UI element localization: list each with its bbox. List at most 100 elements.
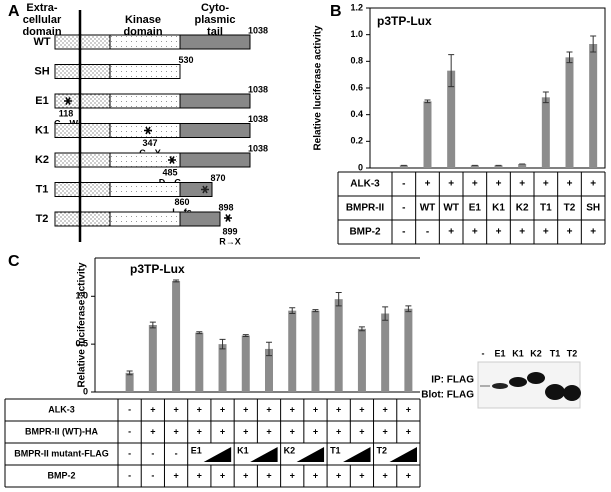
construct-length: 1038: [248, 114, 268, 124]
table-cell: +: [383, 470, 388, 480]
error-bar: [312, 309, 319, 313]
y-tick-label: 0.8: [350, 56, 363, 66]
cytoplasmic-tail: [179, 123, 251, 138]
group-label: K2: [284, 445, 296, 455]
table-cell: -: [128, 426, 131, 436]
y-tick-label: 0.2: [350, 136, 363, 146]
table-cell: +: [590, 227, 596, 238]
y-tick-label: 0: [83, 386, 88, 396]
bar: [518, 164, 527, 168]
construct-name: K2: [35, 154, 49, 166]
domain-header: domain: [22, 26, 61, 38]
chart-title: p3TP-Lux: [130, 262, 185, 276]
table-cell: +: [519, 227, 525, 238]
bar: [265, 348, 273, 392]
bar: [565, 57, 574, 169]
cytoplasmic-tail: [179, 34, 251, 50]
bar: [357, 328, 366, 392]
mutation-mark: [201, 185, 209, 194]
construct-length: 1038: [248, 143, 268, 153]
table-cell: +: [336, 426, 341, 436]
table-cell: +: [336, 404, 341, 414]
table-cell: -: [128, 404, 131, 414]
table-cell: T2: [564, 203, 576, 214]
error-bar: [149, 321, 156, 329]
table-cell: +: [567, 179, 573, 190]
error-bar: [405, 305, 412, 313]
table-cell: +: [220, 470, 225, 480]
y-tick-label: 0.5: [75, 339, 88, 349]
bar: [381, 313, 390, 392]
bar: [589, 44, 598, 168]
kinase-domain: [109, 182, 181, 197]
y-tick-label: 0: [358, 162, 363, 172]
table-cell: -: [128, 470, 131, 480]
bar: [311, 310, 320, 392]
table-cell: +: [496, 179, 502, 190]
dose-ramp: [250, 447, 278, 462]
bar: [334, 299, 343, 392]
table-cell: +: [383, 426, 388, 436]
table-cell: -: [402, 203, 405, 214]
construct-name: E1: [35, 95, 48, 107]
lane-label: -: [482, 348, 485, 358]
table-cell: +: [220, 426, 225, 436]
table-cell: +: [290, 470, 295, 480]
y-tick-label: 1.0: [75, 291, 88, 301]
y-tick-label: 0.6: [350, 82, 363, 92]
bar: [148, 325, 157, 392]
construct-length: 1038: [248, 84, 268, 94]
table-cell: +: [472, 227, 478, 238]
bar: [404, 308, 413, 392]
panel-label: B: [330, 3, 342, 20]
table-cell: +: [243, 404, 248, 414]
table-cell: +: [173, 404, 178, 414]
table-cell: +: [290, 426, 295, 436]
table-cell: +: [290, 404, 295, 414]
extracellular-domain: [54, 123, 111, 138]
table-cell: -: [128, 448, 131, 458]
lane-label: K2: [530, 348, 542, 358]
group-label: T2: [377, 445, 388, 455]
y-axis-label: Relative luciferase activity: [313, 25, 324, 151]
bar: [423, 101, 432, 168]
table-cell: +: [150, 404, 155, 414]
domain-header: Extra-: [26, 2, 58, 14]
error-bar: [448, 54, 455, 88]
table-cell: +: [197, 404, 202, 414]
table-cell: +: [266, 426, 271, 436]
table-cell: +: [543, 227, 549, 238]
lane-label: K1: [512, 348, 524, 358]
panel-label: C: [8, 253, 20, 270]
table-cell: +: [150, 426, 155, 436]
table-cell: +: [406, 470, 411, 480]
table-cell: -: [426, 227, 429, 238]
error-bar: [542, 91, 549, 104]
mutation-site: 485: [162, 167, 177, 177]
mutation-change: R→X: [219, 236, 241, 246]
group-label: K1: [237, 445, 249, 455]
table-cell: +: [313, 470, 318, 480]
kinase-domain: [109, 64, 181, 79]
table-cell: +: [425, 179, 431, 190]
construct-length: 530: [178, 55, 193, 65]
mutation-mark: [168, 156, 176, 164]
error-bar: [590, 35, 597, 53]
error-bar: [358, 326, 365, 332]
bar: [172, 280, 181, 392]
extracellular-domain: [54, 152, 111, 168]
extracellular-domain: [54, 34, 111, 50]
bar: [195, 332, 204, 392]
group-label: T1: [330, 445, 341, 455]
row-label: BMP-2: [47, 470, 75, 480]
group-label: E1: [191, 445, 202, 455]
table-cell: +: [197, 470, 202, 480]
error-bar: [424, 99, 431, 104]
bar: [218, 344, 227, 392]
construct-length: 1038: [248, 25, 268, 35]
bar: [125, 372, 134, 392]
error-bar: [173, 279, 180, 283]
construct-name: SH: [34, 65, 49, 77]
extracellular-domain: [54, 211, 111, 227]
table-cell: +: [359, 426, 364, 436]
